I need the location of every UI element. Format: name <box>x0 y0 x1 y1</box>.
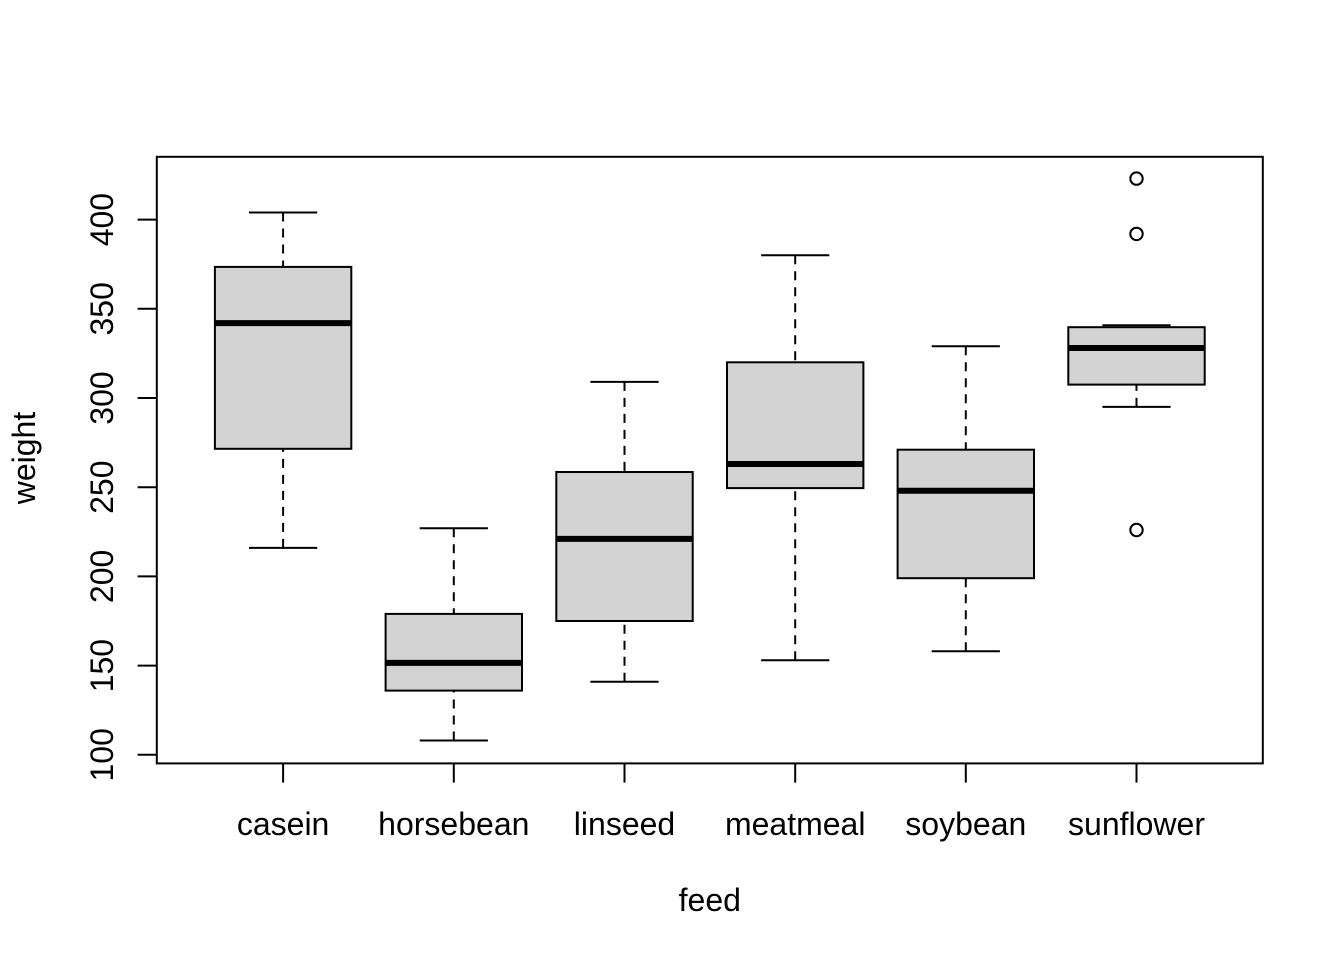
svg-text:weight: weight <box>6 412 42 506</box>
svg-text:200: 200 <box>84 550 120 603</box>
svg-text:linseed: linseed <box>574 806 675 842</box>
svg-text:feed: feed <box>679 882 741 918</box>
svg-text:350: 350 <box>84 282 120 335</box>
svg-text:100: 100 <box>84 728 120 781</box>
svg-text:300: 300 <box>84 371 120 424</box>
svg-text:horsebean: horsebean <box>378 806 529 842</box>
svg-text:250: 250 <box>84 461 120 514</box>
svg-text:soybean: soybean <box>905 806 1026 842</box>
svg-text:meatmeal: meatmeal <box>725 806 866 842</box>
svg-text:casein: casein <box>237 806 330 842</box>
svg-text:sunflower: sunflower <box>1068 806 1205 842</box>
svg-text:400: 400 <box>84 193 120 246</box>
svg-text:150: 150 <box>84 639 120 692</box>
